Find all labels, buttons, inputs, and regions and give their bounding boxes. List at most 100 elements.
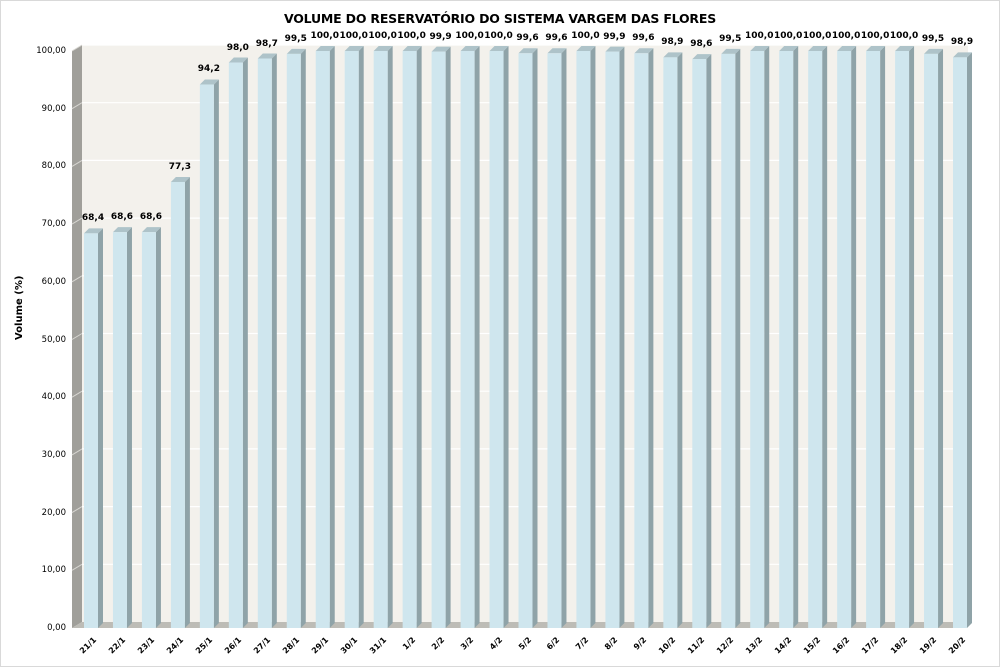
bar-top-face <box>228 57 248 63</box>
bar-front-face <box>953 57 967 629</box>
bar <box>315 46 335 628</box>
bar-top-face <box>779 46 799 51</box>
bar-front-face <box>808 51 823 628</box>
y-tick-label: 30,00 <box>41 449 66 460</box>
bar-top-face <box>692 54 712 60</box>
bar-front-face <box>721 53 736 628</box>
bar-top-face <box>808 46 828 51</box>
data-label: 100,0 <box>397 31 426 41</box>
bar-front-face <box>431 51 446 628</box>
bar <box>692 54 712 628</box>
bar <box>634 48 654 629</box>
gridline-side <box>71 159 83 167</box>
bar-side-face <box>967 52 972 629</box>
gridline-side <box>71 448 83 456</box>
y-tick-label: 80,00 <box>41 161 66 172</box>
data-label: 98,6 <box>690 39 713 50</box>
bar-top-face <box>750 46 770 51</box>
bar-top-face <box>112 227 132 233</box>
bar-front-face <box>257 58 272 629</box>
bar-side-face <box>387 46 393 628</box>
bar <box>199 79 219 628</box>
bar-top-face <box>344 46 364 51</box>
bar-top-face <box>257 53 277 59</box>
bar-side-face <box>764 46 770 628</box>
bar-front-face <box>634 53 649 629</box>
data-label: 99,9 <box>603 31 626 42</box>
bar-front-face <box>228 62 243 629</box>
bar-front-face <box>170 181 185 628</box>
bar <box>431 46 451 628</box>
bar-front-face <box>84 233 98 628</box>
bar-side-face <box>184 176 190 628</box>
bar <box>460 46 480 628</box>
data-label: 100,0 <box>455 31 484 41</box>
bar-front-face <box>750 51 765 628</box>
bar-front-face <box>199 84 214 628</box>
bar <box>84 228 103 628</box>
bar-side-face <box>561 48 567 629</box>
bar-side-face <box>416 46 422 628</box>
data-label: 99,6 <box>632 33 655 44</box>
bar-front-face <box>663 57 678 629</box>
bar-front-face <box>460 51 475 628</box>
bar-side-face <box>300 48 306 628</box>
bar <box>489 46 509 628</box>
chart-title: VOLUME DO RESERVATÓRIO DO SISTEMA VARGEM… <box>283 11 716 26</box>
data-label: 100,0 <box>889 31 919 41</box>
bar-front-face <box>344 51 359 628</box>
bar-front-face <box>837 51 852 628</box>
bar-side-face <box>358 46 364 628</box>
bar <box>808 46 828 628</box>
bar-side-face <box>126 227 132 629</box>
bar <box>663 52 683 629</box>
data-label: 99,5 <box>719 33 742 44</box>
bar-top-face <box>605 46 625 52</box>
y-tick-label: 20,00 <box>41 507 66 518</box>
bar-top-face <box>895 46 915 51</box>
bar-side-face <box>706 54 712 628</box>
bar <box>721 48 741 628</box>
bar-side-face <box>242 57 248 629</box>
bar <box>518 48 538 629</box>
bar-front-face <box>315 51 330 628</box>
bar <box>605 46 625 628</box>
gridline-side <box>71 217 83 225</box>
bar-top-face <box>518 48 538 54</box>
bar-side-face <box>213 79 219 628</box>
data-label: 100,0 <box>484 31 513 41</box>
bar-side-face <box>619 46 625 628</box>
y-tick-label: 90,00 <box>41 103 66 114</box>
bar <box>228 57 248 629</box>
data-label: 100,0 <box>339 31 368 41</box>
data-label: 99,6 <box>516 33 539 44</box>
data-label: 100,0 <box>831 31 861 41</box>
bar-front-face <box>866 51 881 628</box>
bar <box>257 53 277 629</box>
bar-side-face <box>880 46 886 628</box>
bar-front-face <box>924 53 939 628</box>
bar-side-face <box>822 46 828 628</box>
bar <box>953 52 972 629</box>
data-label: 100,0 <box>310 31 339 41</box>
bar-side-face <box>851 46 857 628</box>
bar-top-face <box>576 46 596 51</box>
bar-top-face <box>953 52 972 58</box>
bar-top-face <box>547 48 567 54</box>
gridline-side <box>71 102 83 110</box>
gridline-side <box>71 390 83 398</box>
bar <box>750 46 770 628</box>
y-tick-label: 0,00 <box>47 623 66 633</box>
data-label: 98,9 <box>661 37 684 48</box>
bar <box>547 48 567 629</box>
bar-top-face <box>373 46 393 51</box>
bar <box>866 46 886 628</box>
data-label: 68,6 <box>110 212 134 223</box>
bar-side-face <box>590 46 596 628</box>
bar-side-face <box>445 46 451 628</box>
y-tick-label: 60,00 <box>41 276 66 287</box>
bar-top-face <box>170 176 190 182</box>
data-label: 100,0 <box>571 31 600 41</box>
bar-side-face <box>677 52 683 629</box>
